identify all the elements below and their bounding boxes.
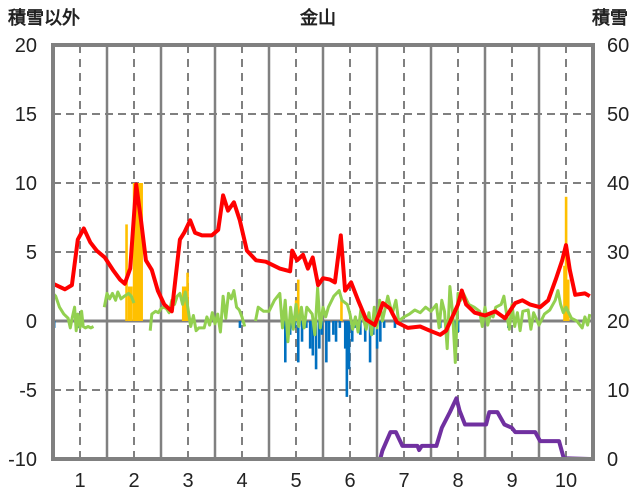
y-right-tick-label: 60 — [607, 35, 629, 57]
y-left-tick-label: 20 — [15, 35, 37, 57]
x-tick-label: 8 — [452, 470, 463, 492]
blue-bar — [332, 321, 335, 335]
right-axis-title: 積雪 — [591, 7, 628, 28]
red-series-line — [52, 182, 591, 337]
x-tick-label: 1 — [74, 470, 85, 492]
y-right-tick-label: 10 — [607, 380, 629, 402]
y-left-tick-label: 10 — [15, 173, 37, 195]
chart-title: 金山 — [299, 7, 336, 28]
blue-bar — [318, 321, 321, 349]
blue-bar — [296, 321, 300, 363]
x-tick-label: 7 — [398, 470, 409, 492]
y-right-tick-label: 30 — [607, 242, 629, 264]
y-right-tick-label: 0 — [607, 449, 618, 471]
purple-series-line — [53, 396, 590, 461]
x-tick-label: 6 — [344, 470, 355, 492]
blue-bar — [363, 321, 367, 342]
yellow-bar — [566, 279, 570, 321]
yellow-bar — [130, 286, 133, 321]
yellow-bar — [132, 183, 136, 321]
x-tick-label: 10 — [555, 470, 577, 492]
green-series-line — [51, 285, 592, 364]
yellow-bar — [296, 279, 300, 321]
blue-bar — [311, 321, 315, 356]
left-axis-title: 積雪以外 — [7, 7, 80, 28]
blue-bar — [327, 321, 331, 342]
blue-bar — [305, 321, 308, 328]
blue-bar — [325, 321, 328, 363]
blue-bar — [300, 321, 304, 342]
blue-bar — [334, 321, 338, 342]
y-right-tick-label: 50 — [607, 104, 629, 126]
gridlines — [53, 45, 593, 459]
blue-bar — [320, 321, 324, 335]
blue-bar — [379, 321, 382, 342]
blue-bar — [375, 321, 379, 349]
blue-bar — [308, 321, 312, 349]
blue-bar — [345, 321, 349, 397]
blue-bar — [238, 321, 242, 328]
y-right-tick-label: 40 — [607, 173, 629, 195]
x-tick-label: 2 — [128, 470, 139, 492]
yellow-bar — [136, 183, 140, 321]
lines — [51, 182, 592, 461]
blue-bar — [284, 321, 287, 363]
yellow-bar — [184, 286, 187, 321]
blue-bar — [314, 321, 318, 370]
y-right-tick-label: 20 — [607, 311, 629, 333]
yellow-bar — [340, 300, 343, 321]
yellow-bar — [563, 265, 566, 321]
y-left-tick-label: 5 — [26, 242, 37, 264]
x-tick-label: 3 — [182, 470, 193, 492]
x-tick-label: 5 — [290, 470, 301, 492]
x-tick-label: 4 — [236, 470, 247, 492]
y-left-tick-label: -10 — [8, 449, 37, 471]
yellow-bar — [138, 183, 142, 321]
bars — [52, 183, 570, 397]
x-tick-label: 9 — [506, 470, 517, 492]
blue-bar — [382, 321, 386, 328]
yellow-bar — [134, 183, 138, 321]
yellow-bar — [127, 286, 131, 321]
plot-frame — [51, 43, 595, 461]
y-left-tick-label: 15 — [15, 104, 37, 126]
yellow-bar — [140, 183, 143, 321]
plot-border — [51, 43, 595, 461]
blue-bar — [393, 321, 397, 328]
y-left-tick-label: -5 — [19, 380, 37, 402]
blue-bar — [343, 321, 347, 349]
blue-bar — [347, 321, 351, 370]
blue-bar — [338, 321, 342, 328]
y-left-tick-label: 0 — [26, 311, 37, 333]
blue-bar — [359, 321, 362, 335]
blue-bar — [350, 321, 354, 342]
yellow-bar — [125, 224, 128, 321]
blue-bar — [368, 321, 372, 363]
